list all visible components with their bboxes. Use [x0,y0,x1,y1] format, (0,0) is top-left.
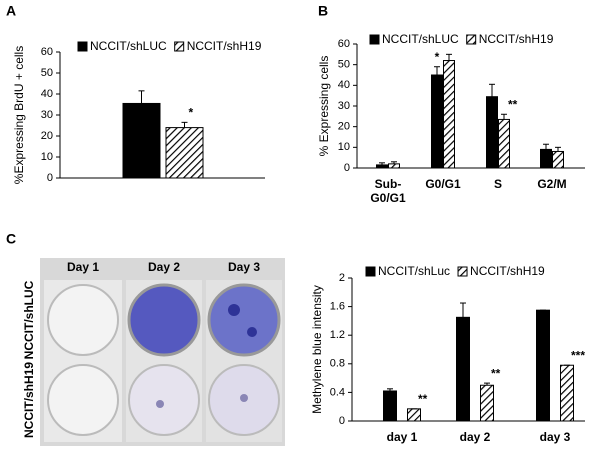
y-tick-label: 60 [41,46,53,58]
well [47,364,119,436]
bar [552,150,564,169]
legend-swatch [369,34,380,45]
y-axis-label: Methylene blue intensity [310,285,324,414]
stain [247,327,257,337]
row-label: NCCIT/shH19 [22,362,36,438]
legend-label: NCCIT/shLUC [90,39,167,53]
bar [498,118,510,169]
legend-swatch [466,34,477,45]
bar [431,74,443,169]
stain [240,394,248,402]
x-tick-label: day 1 [387,430,418,444]
y-tick-label: 0 [339,415,345,427]
row-label: NCCIT/shLUC [22,280,36,359]
legend-swatch [77,41,88,52]
annotation: * [435,50,440,64]
legend-label: NCCIT/shH19 [187,39,262,53]
bar [456,316,470,422]
annotation: * [189,106,194,120]
legend-label: NCCIT/shLUC [382,32,459,46]
stain [228,304,240,316]
annotation: ** [491,366,501,380]
annotation: ** [508,97,518,111]
bar [536,309,550,422]
annotation: *** [571,348,585,362]
bar [122,102,161,179]
y-tick-label: 40 [41,88,53,100]
y-axis-label: %Expressing BrdU + cells [12,46,26,184]
x-tick-label: Sub-G0/G1 [370,177,406,205]
y-tick-label: 40 [338,79,350,91]
x-tick-label: day 3 [540,430,571,444]
y-tick-label: 20 [41,130,53,142]
x-tick-label: G0/G1 [425,177,461,191]
bar [376,164,388,169]
legend-swatch [365,266,376,277]
legend-swatch [457,266,468,277]
panel-label: B [318,3,328,19]
y-tick-label: 1.2 [330,329,345,341]
annotation: ** [418,392,428,406]
well [207,283,281,357]
legend-swatch [174,41,185,52]
column-label: Day 1 [67,260,99,274]
y-axis-label: % Expressing cells [317,56,331,157]
y-tick-label: 60 [338,38,350,50]
y-tick-label: 20 [338,121,350,133]
y-tick-label: 0 [47,172,53,184]
stain [156,400,164,408]
well [128,364,200,436]
legend-label: NCCIT/shH19 [470,264,545,278]
y-tick-label: 30 [41,109,53,121]
bar [443,60,455,169]
x-tick-label: S [494,177,502,191]
bar [540,148,552,169]
y-tick-label: 30 [338,100,350,112]
y-tick-label: 0.8 [330,358,345,370]
y-tick-label: 50 [41,67,53,79]
bar [486,96,498,169]
bar [407,408,421,422]
x-tick-label: day 2 [460,430,491,444]
well [127,283,201,357]
photo-panel: C Day 1 Day 2 Day 3 NCCIT/shLUC NCCIT/sh… [6,231,285,446]
well [47,284,119,356]
column-label: Day 2 [148,260,180,274]
bar [560,364,574,422]
bar [388,163,400,169]
bar [480,384,494,422]
y-tick-label: 1.6 [330,301,345,313]
y-tick-label: 0 [344,162,350,174]
panel-label: A [6,3,16,19]
y-tick-label: 10 [41,151,53,163]
legend-label: NCCIT/shLuc [378,264,450,278]
column-label: Day 3 [228,260,260,274]
y-tick-label: 0.4 [330,386,345,398]
y-tick-label: 2 [339,272,345,284]
bar [383,390,397,422]
legend-label: NCCIT/shH19 [479,32,554,46]
y-tick-label: 10 [338,141,350,153]
y-tick-label: 50 [338,59,350,71]
x-tick-label: G2/M [537,177,566,191]
bar [165,127,204,179]
panel-label: C [6,231,16,247]
